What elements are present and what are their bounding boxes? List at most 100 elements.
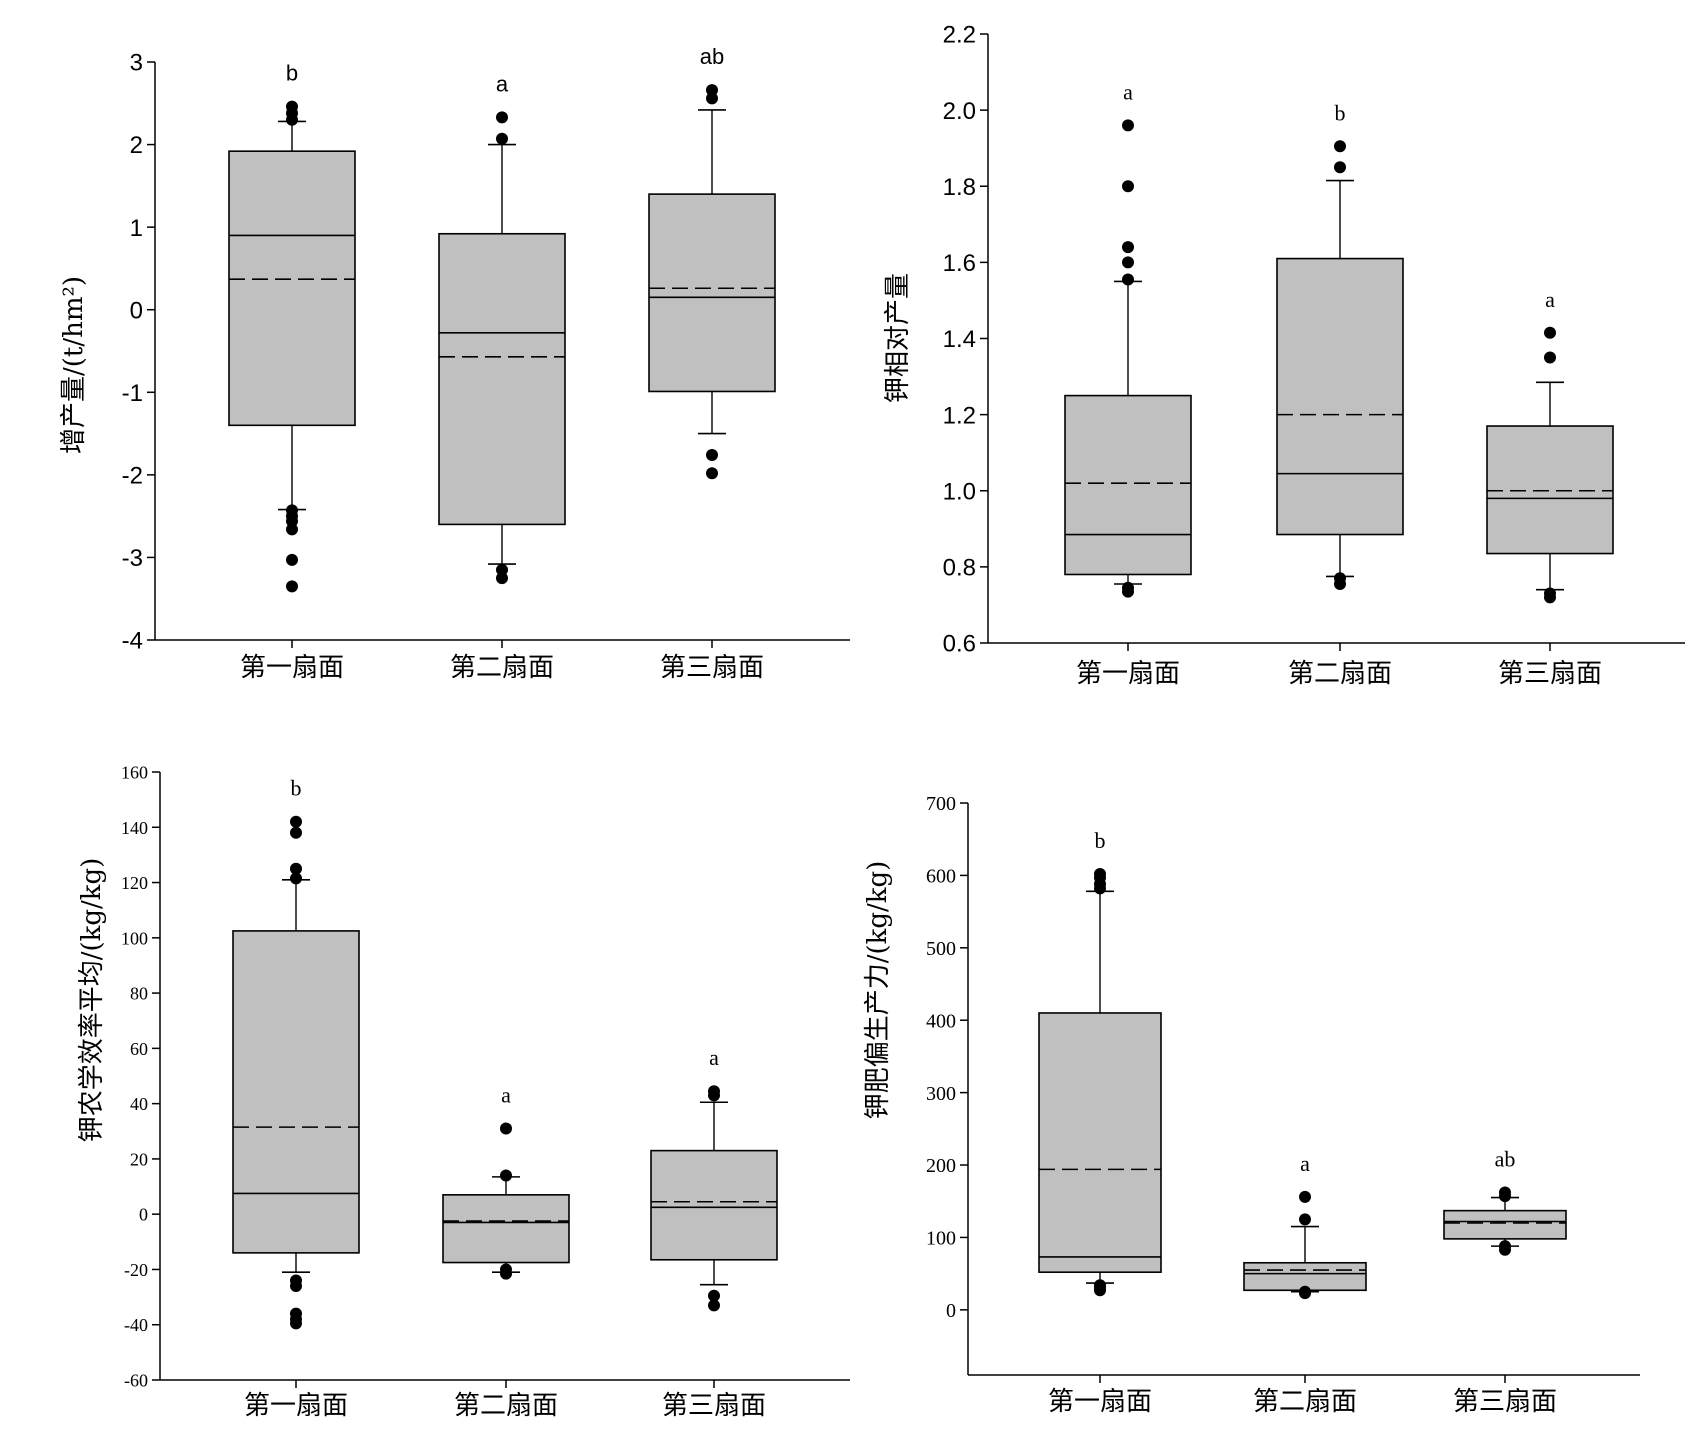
outlier-point	[1299, 1190, 1311, 1203]
outlier-point	[708, 1089, 720, 1102]
y-tick-label: 0	[130, 297, 143, 324]
y-tick-label: 2.2	[943, 22, 976, 49]
y-tick-label: 200	[926, 1155, 956, 1177]
outlier-point	[1299, 1213, 1311, 1226]
significance-letter: b	[1095, 828, 1106, 853]
x-category-label: 第一扇面	[1076, 659, 1180, 689]
significance-letter: a	[501, 1083, 511, 1108]
y-tick-label: 160	[121, 762, 148, 782]
outlier-point	[1299, 1287, 1311, 1300]
outlier-point	[1122, 119, 1134, 132]
outlier-point	[496, 572, 508, 585]
y-tick-label: 1.2	[943, 402, 976, 429]
x-category-label: 第三扇面	[1498, 659, 1602, 689]
outlier-point	[286, 523, 298, 536]
outlier-point	[1122, 585, 1134, 598]
y-tick-label: 0	[946, 1300, 956, 1322]
y-tick-label: 1	[130, 215, 143, 242]
outlier-point	[708, 1289, 720, 1302]
outlier-point	[1544, 351, 1556, 364]
y-tick-label: 700	[926, 793, 956, 815]
y-axis-label: 钾肥偏生产力/(kg/kg)	[863, 861, 893, 1120]
x-category-label: 第三扇面	[1453, 1387, 1557, 1417]
box-iqr	[438, 232, 566, 526]
outlier-point	[706, 449, 718, 462]
outlier-point	[1499, 1190, 1511, 1203]
y-tick-label: 20	[130, 1149, 148, 1169]
outlier-point	[1122, 273, 1134, 286]
box-iqr	[1276, 257, 1404, 536]
y-tick-label: -4	[122, 628, 143, 655]
significance-letter: a	[709, 1045, 719, 1070]
outlier-point	[286, 515, 298, 528]
box-iqr	[442, 1194, 570, 1264]
outlier-point	[1334, 578, 1346, 591]
outlier-point	[706, 467, 718, 480]
y-tick-label: 3	[130, 50, 143, 77]
y-tick-label: 1.4	[943, 326, 976, 353]
y-tick-label: -1	[122, 380, 143, 407]
box-iqr	[1486, 425, 1614, 555]
y-tick-label: 600	[926, 866, 956, 888]
box-iqr	[1064, 394, 1192, 576]
x-category-label: 第三扇面	[660, 653, 764, 683]
y-tick-label: -40	[124, 1315, 148, 1335]
y-axis-label: 钾相对产量	[883, 273, 913, 403]
outlier-point	[286, 580, 298, 593]
significance-letter: a	[1545, 287, 1555, 312]
x-category-label: 第二扇面	[1288, 659, 1392, 689]
outlier-point	[500, 1267, 512, 1280]
y-tick-label: 100	[121, 928, 148, 948]
significance-letter: b	[1335, 100, 1346, 125]
significance-letter: a	[496, 71, 509, 96]
y-tick-label: 0.8	[943, 555, 976, 582]
y-tick-label: 1.6	[943, 250, 976, 277]
outlier-point	[1334, 161, 1346, 174]
outlier-point	[1122, 256, 1134, 269]
y-tick-label: -2	[122, 462, 143, 489]
significance-letter: ab	[700, 44, 724, 69]
y-axis-label: 增产量/(t/hm²)	[59, 276, 89, 454]
box-iqr	[1038, 1012, 1162, 1273]
outlier-point	[706, 84, 718, 97]
y-tick-label: 0.6	[943, 631, 976, 658]
y-tick-label: 2	[130, 132, 143, 159]
y-tick-label: 80	[130, 984, 148, 1004]
y-tick-label: -3	[122, 545, 143, 572]
y-tick-label: 1.8	[943, 174, 976, 201]
outlier-point	[496, 132, 508, 145]
outlier-point	[496, 111, 508, 124]
significance-letter: a	[1300, 1151, 1310, 1176]
outlier-point	[1122, 180, 1134, 193]
outlier-point	[290, 872, 302, 885]
outlier-point	[708, 1299, 720, 1312]
y-tick-label: 500	[926, 938, 956, 960]
outlier-point	[1334, 140, 1346, 153]
outlier-point	[290, 826, 302, 839]
y-tick-label: 0	[139, 1205, 148, 1225]
x-category-label: 第一扇面	[1048, 1387, 1152, 1417]
y-tick-label: 1.0	[943, 478, 976, 505]
significance-letter: b	[291, 776, 302, 801]
y-tick-label: 400	[926, 1010, 956, 1032]
chart-panel-relative-yield: 钾相对产量 2.2 2.0 1.8 1.6 1.4 1.2 1.0 0.8 0.6 第一扇面 a 第二…	[883, 22, 1685, 689]
outlier-point	[1499, 1243, 1511, 1256]
box-iqr	[228, 150, 356, 427]
significance-letter: a	[1123, 79, 1133, 104]
outlier-point	[286, 553, 298, 566]
outlier-point	[290, 1280, 302, 1293]
chart-panel-yield-increase: 增产量/(t/hm²) 3 2 1 0 -1 -2 -3 -4 第一扇面 b 第二扇面 a 第三扇面 ab	[59, 44, 850, 683]
y-tick-label: 2.0	[943, 98, 976, 125]
x-category-label: 第一扇面	[240, 653, 344, 683]
outlier-point	[1544, 591, 1556, 604]
x-category-label: 第二扇面	[450, 653, 554, 683]
box-iqr	[648, 193, 776, 393]
x-category-label: 第三扇面	[662, 1391, 766, 1421]
outlier-point	[290, 815, 302, 828]
chart-panel-agronomic-efficiency: 钾农学效率平均/(kg/kg) 160 140 120 100 80 60 40 20 0 -20…	[77, 762, 850, 1421]
outlier-point	[1094, 882, 1106, 895]
outlier-point	[500, 1169, 512, 1182]
outlier-point	[500, 1122, 512, 1135]
y-tick-label: 140	[121, 818, 148, 838]
outlier-point	[1122, 241, 1134, 254]
